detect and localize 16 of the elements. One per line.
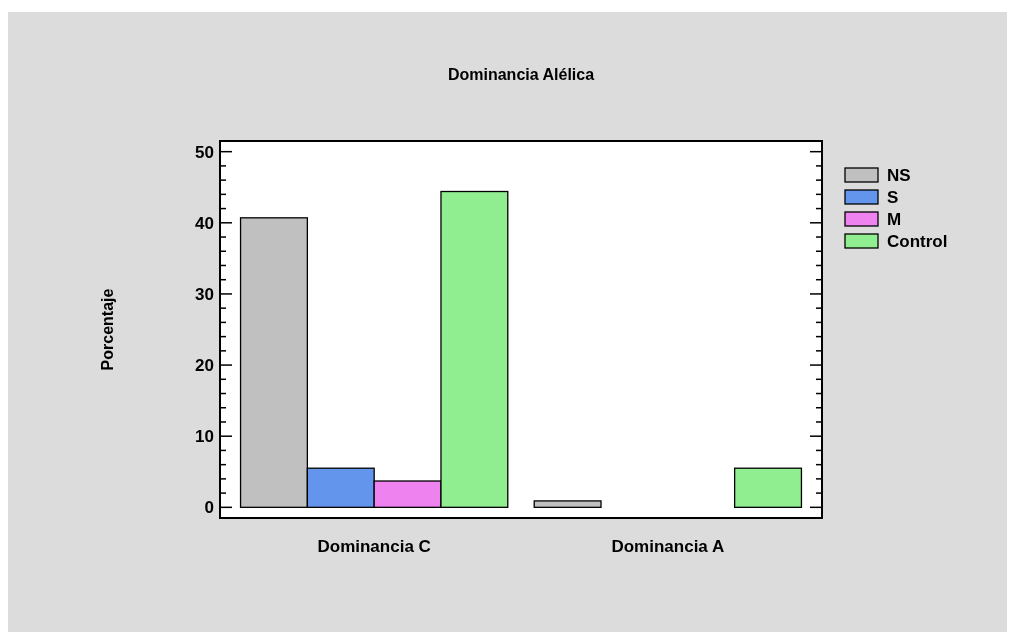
legend-label: S (887, 187, 899, 207)
bar (533, 500, 602, 508)
legend-label: M (887, 209, 902, 229)
y-tick-label: 50 (195, 142, 214, 162)
x-tick-label: Dominancia A (611, 537, 725, 556)
y-tick-label: 20 (195, 356, 214, 376)
y-tick-label: 30 (195, 284, 214, 304)
bar (733, 467, 803, 508)
chart-title: Dominancia Alélica (447, 66, 595, 83)
legend-label: NS (887, 165, 911, 185)
y-tick-label: 40 (195, 213, 214, 233)
y-tick-label: 10 (195, 427, 214, 447)
x-tick-label: Dominancia C (317, 537, 431, 556)
legend-label: Control (887, 231, 948, 251)
y-axis-title: Porcentaje (99, 288, 116, 371)
y-tick-label: 0 (204, 498, 214, 518)
